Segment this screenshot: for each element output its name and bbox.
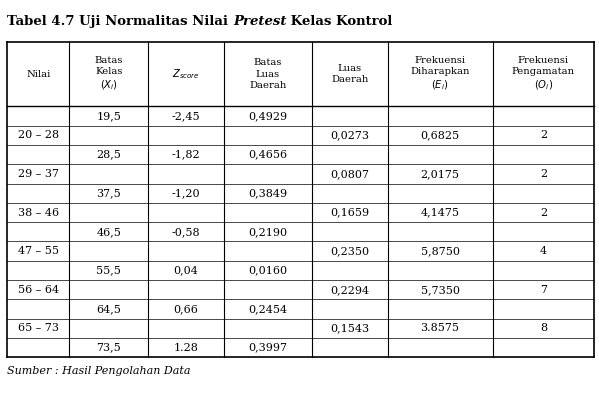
Text: 73,5: 73,5 <box>96 343 121 353</box>
Text: 20 – 28: 20 – 28 <box>18 130 59 140</box>
Text: Kelas Kontrol: Kelas Kontrol <box>286 15 393 28</box>
Text: 0,66: 0,66 <box>174 304 198 314</box>
Text: 0,2454: 0,2454 <box>249 304 288 314</box>
Text: 7: 7 <box>540 285 547 295</box>
Text: 5,8750: 5,8750 <box>420 246 459 256</box>
Text: 56 – 64: 56 – 64 <box>18 285 59 295</box>
Text: 3.8575: 3.8575 <box>420 323 459 333</box>
Text: 0,2190: 0,2190 <box>249 227 288 237</box>
Text: -0,58: -0,58 <box>171 227 200 237</box>
Text: 0,2294: 0,2294 <box>330 285 370 295</box>
Text: 8: 8 <box>540 323 547 333</box>
Text: 0,3849: 0,3849 <box>249 188 288 198</box>
Text: Frekuensi
Diharapkan
$(E_i)$: Frekuensi Diharapkan $(E_i)$ <box>410 56 470 93</box>
Text: 0,1543: 0,1543 <box>330 323 370 333</box>
Text: 0,0160: 0,0160 <box>249 266 288 276</box>
Text: 1.28: 1.28 <box>174 343 198 353</box>
Text: 4,1475: 4,1475 <box>420 208 459 218</box>
Text: Sumber : Hasil Pengolahan Data: Sumber : Hasil Pengolahan Data <box>7 366 190 376</box>
Text: Pretest: Pretest <box>233 15 286 28</box>
Text: 65 – 73: 65 – 73 <box>18 323 59 333</box>
Text: -2,45: -2,45 <box>171 111 200 121</box>
Text: 19,5: 19,5 <box>96 111 121 121</box>
Text: 28,5: 28,5 <box>96 150 121 160</box>
Text: 2: 2 <box>540 169 547 179</box>
Text: Frekuensi
Pengamatan
$(O_i)$: Frekuensi Pengamatan $(O_i)$ <box>512 56 575 93</box>
Text: 29 – 37: 29 – 37 <box>18 169 59 179</box>
Text: 55,5: 55,5 <box>96 266 121 276</box>
Text: 0,0273: 0,0273 <box>331 130 370 140</box>
Text: Nilai: Nilai <box>26 69 50 79</box>
Text: 47 – 55: 47 – 55 <box>18 246 59 256</box>
Text: 0,1659: 0,1659 <box>330 208 370 218</box>
Text: 0,6825: 0,6825 <box>420 130 459 140</box>
Text: 5,7350: 5,7350 <box>420 285 459 295</box>
Text: Batas
Luas
Daerah: Batas Luas Daerah <box>249 58 286 90</box>
Text: 2: 2 <box>540 130 547 140</box>
Text: 38 – 46: 38 – 46 <box>18 208 59 218</box>
Text: $Z_{score}$: $Z_{score}$ <box>172 67 200 81</box>
Text: 0,3997: 0,3997 <box>249 343 288 353</box>
Text: 37,5: 37,5 <box>96 188 121 198</box>
Text: 0,4656: 0,4656 <box>249 150 288 160</box>
Text: 64,5: 64,5 <box>96 304 121 314</box>
Text: 0,4929: 0,4929 <box>249 111 288 121</box>
Text: -1,82: -1,82 <box>171 150 200 160</box>
Text: 46,5: 46,5 <box>96 227 121 237</box>
Text: 0,2350: 0,2350 <box>330 246 370 256</box>
Text: Batas
Kelas
$(X_i)$: Batas Kelas $(X_i)$ <box>95 56 123 93</box>
Text: 2: 2 <box>540 208 547 218</box>
Text: -1,20: -1,20 <box>171 188 200 198</box>
Text: 0,04: 0,04 <box>174 266 198 276</box>
Text: 4: 4 <box>540 246 547 256</box>
Text: 0,0807: 0,0807 <box>331 169 370 179</box>
Text: Luas
Daerah: Luas Daerah <box>331 64 368 84</box>
Text: Tabel 4.7 Uji Normalitas Nilai: Tabel 4.7 Uji Normalitas Nilai <box>7 15 233 28</box>
Text: 2,0175: 2,0175 <box>420 169 459 179</box>
